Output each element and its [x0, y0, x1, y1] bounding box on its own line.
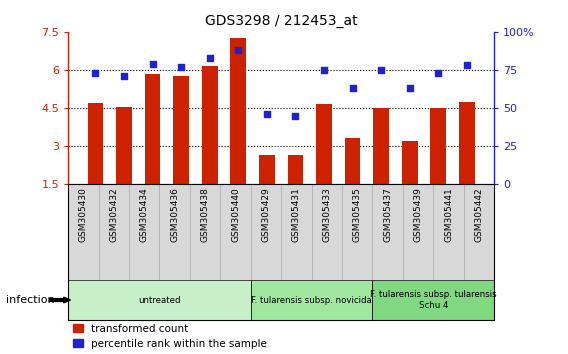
- Point: [319, 67, 328, 73]
- Point: [462, 63, 471, 68]
- Text: untreated: untreated: [138, 296, 181, 304]
- Text: GSM305434: GSM305434: [140, 188, 149, 242]
- Bar: [259, 155, 275, 184]
- Bar: [231, 38, 246, 184]
- Bar: [316, 104, 332, 184]
- Point: [234, 47, 243, 53]
- Text: GSM305436: GSM305436: [170, 188, 179, 242]
- Point: [177, 64, 186, 70]
- Point: [205, 55, 214, 61]
- Text: GSM305440: GSM305440: [231, 188, 240, 242]
- Text: GSM305442: GSM305442: [474, 188, 483, 242]
- Bar: [116, 107, 132, 184]
- Bar: [173, 76, 189, 184]
- Text: GSM305432: GSM305432: [109, 188, 118, 242]
- Text: F. tularensis subsp. novicida: F. tularensis subsp. novicida: [251, 296, 372, 304]
- Bar: [373, 108, 389, 184]
- Point: [377, 67, 386, 73]
- Bar: [459, 102, 475, 184]
- Point: [148, 61, 157, 67]
- Title: GDS3298 / 212453_at: GDS3298 / 212453_at: [205, 14, 357, 28]
- Bar: [145, 74, 160, 184]
- Bar: [345, 138, 361, 184]
- Text: GSM305435: GSM305435: [353, 188, 362, 242]
- Bar: [87, 103, 103, 184]
- Bar: [402, 141, 417, 184]
- Point: [91, 70, 100, 76]
- Text: infection: infection: [6, 295, 55, 305]
- Point: [291, 113, 300, 118]
- Point: [434, 70, 443, 76]
- Text: GSM305430: GSM305430: [79, 188, 88, 242]
- Legend: transformed count, percentile rank within the sample: transformed count, percentile rank withi…: [73, 324, 267, 349]
- Text: GSM305429: GSM305429: [261, 188, 270, 242]
- Point: [348, 85, 357, 91]
- Point: [262, 111, 272, 117]
- Point: [119, 73, 128, 79]
- Bar: [287, 155, 303, 184]
- Text: GSM305439: GSM305439: [414, 188, 423, 242]
- Text: GSM305438: GSM305438: [201, 188, 210, 242]
- Text: GSM305431: GSM305431: [292, 188, 301, 242]
- Text: GSM305441: GSM305441: [444, 188, 453, 242]
- Point: [405, 85, 414, 91]
- Text: GSM305437: GSM305437: [383, 188, 392, 242]
- Text: GSM305433: GSM305433: [322, 188, 331, 242]
- Text: F. tularensis subsp. tularensis
Schu 4: F. tularensis subsp. tularensis Schu 4: [370, 290, 496, 310]
- Bar: [202, 66, 218, 184]
- Bar: [431, 108, 446, 184]
